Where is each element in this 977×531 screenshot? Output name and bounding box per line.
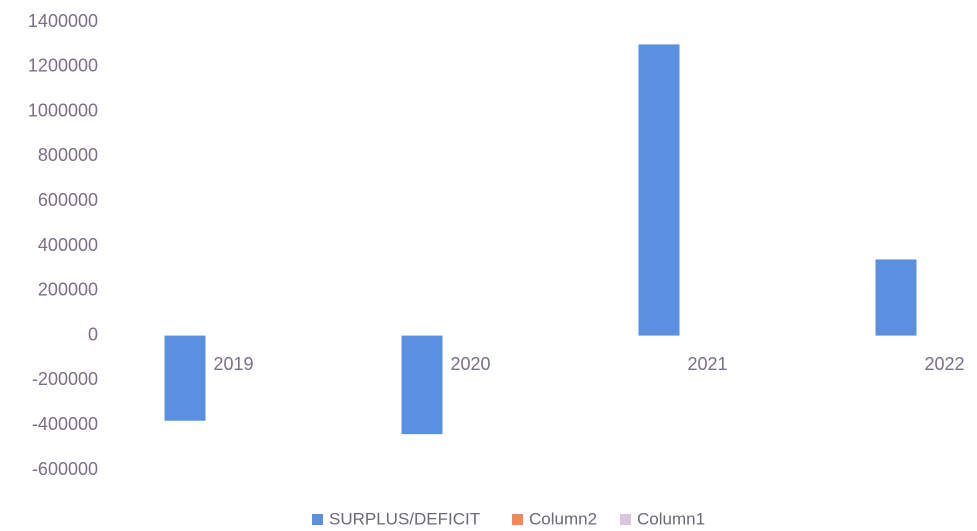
x-tick-label: 2021 <box>688 354 728 374</box>
legend-swatch <box>512 514 523 525</box>
y-tick-label: -600000 <box>32 459 98 479</box>
y-tick-label: 1400000 <box>28 11 98 31</box>
bar <box>401 335 443 435</box>
y-tick-label: 200000 <box>38 280 98 300</box>
legend-swatch <box>620 514 631 525</box>
legend-label: Column1 <box>637 509 705 528</box>
bar <box>875 259 917 336</box>
legend-label: SURPLUS/DEFICIT <box>329 509 480 528</box>
x-tick-label: 2020 <box>451 354 491 374</box>
y-tick-label: 1000000 <box>28 100 98 120</box>
y-tick-label: 800000 <box>38 145 98 165</box>
x-tick-label: 2019 <box>214 354 254 374</box>
y-tick-label: -200000 <box>32 369 98 389</box>
y-tick-label: 1200000 <box>28 56 98 76</box>
legend-swatch <box>312 514 323 525</box>
bar <box>164 335 206 421</box>
legend-label: Column2 <box>529 509 597 528</box>
y-tick-label: 400000 <box>38 235 98 255</box>
y-tick-label: -400000 <box>32 414 98 434</box>
y-tick-label: 0 <box>88 324 98 344</box>
bar <box>638 44 680 336</box>
x-tick-label: 2022 <box>925 354 965 374</box>
y-tick-label: 600000 <box>38 190 98 210</box>
